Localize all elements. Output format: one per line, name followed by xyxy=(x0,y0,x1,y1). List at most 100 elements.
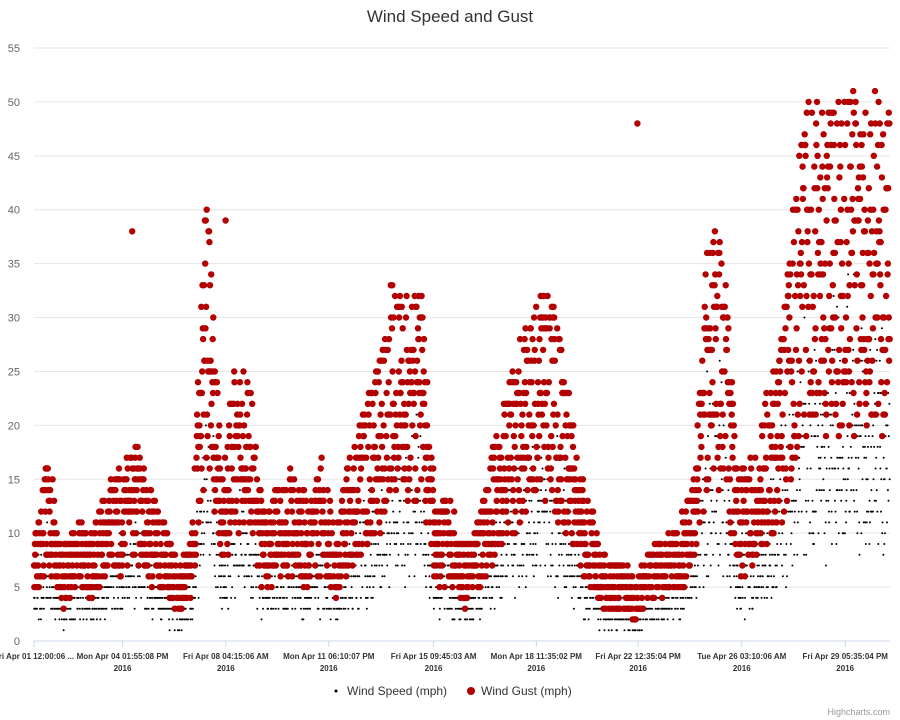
wind-speed-point xyxy=(795,499,797,502)
wind-gust-point xyxy=(133,508,141,515)
wind-speed-point xyxy=(351,607,354,610)
wind-gust-point xyxy=(743,519,750,526)
wind-speed-point xyxy=(565,586,568,589)
wind-gust-point xyxy=(789,260,796,267)
wind-speed-point xyxy=(86,607,89,610)
wind-gust-point xyxy=(856,195,864,203)
wind-gust-point xyxy=(551,314,558,321)
wind-speed-point xyxy=(73,596,76,599)
wind-speed-point xyxy=(543,478,546,481)
wind-speed-point xyxy=(863,445,866,448)
wind-speed-point xyxy=(712,553,715,556)
wind-gust-point xyxy=(837,163,844,170)
wind-speed-point xyxy=(718,359,721,362)
wind-gust-point xyxy=(355,497,362,504)
wind-gust-point xyxy=(778,519,786,526)
wind-gust-point xyxy=(252,443,259,451)
wind-speed-point xyxy=(36,607,38,610)
wind-speed-point xyxy=(150,607,153,610)
wind-gust-point xyxy=(811,163,818,170)
wind-gust-point xyxy=(105,530,113,537)
wind-gust-point xyxy=(91,530,99,537)
wind-gust-point xyxy=(807,379,814,386)
wind-speed-point xyxy=(781,575,784,578)
wind-speed-point xyxy=(760,586,763,589)
wind-gust-point xyxy=(365,443,372,451)
wind-speed-point xyxy=(427,532,430,535)
wind-gust-point xyxy=(244,486,252,494)
wind-gust-point xyxy=(788,357,795,364)
wind-gust-point xyxy=(378,443,386,451)
wind-gust-point xyxy=(862,109,869,116)
wind-speed-point xyxy=(798,478,801,481)
wind-gust-point xyxy=(233,497,240,504)
wind-gust-point xyxy=(284,540,291,548)
wind-speed-point xyxy=(796,370,799,373)
wind-speed-point xyxy=(834,467,837,470)
wind-speed-point xyxy=(423,564,426,567)
wind-gust-point xyxy=(879,432,886,440)
wind-gust-point xyxy=(54,573,62,580)
wind-gust-point xyxy=(515,486,523,494)
wind-speed-point xyxy=(849,445,852,448)
wind-speed-point xyxy=(517,575,520,578)
wind-speed-point xyxy=(210,543,213,545)
wind-speed-point xyxy=(48,586,51,589)
wind-speed-point xyxy=(769,564,772,567)
wind-gust-point xyxy=(225,551,232,558)
wind-speed-point xyxy=(464,618,467,621)
wind-speed-point xyxy=(778,532,780,535)
wind-speed-point xyxy=(763,596,766,599)
wind-gust-point xyxy=(540,379,548,386)
wind-speed-point xyxy=(219,586,222,589)
wind-speed-point xyxy=(725,521,728,524)
wind-speed-point xyxy=(797,510,800,513)
wind-gust-point xyxy=(843,379,850,386)
wind-speed-point xyxy=(733,564,736,567)
wind-gust-point xyxy=(417,411,424,418)
wind-speed-point xyxy=(715,499,718,502)
wind-speed-point xyxy=(871,510,874,513)
wind-gust-point xyxy=(485,486,492,494)
wind-gust-point xyxy=(543,389,551,397)
wind-gust-point xyxy=(752,454,759,461)
wind-gust-point xyxy=(171,551,179,558)
wind-gust-point xyxy=(511,443,518,451)
wind-gust-point xyxy=(874,260,881,267)
wind-speed-point xyxy=(446,607,449,610)
wind-speed-point xyxy=(721,489,724,492)
wind-speed-point xyxy=(381,575,384,578)
wind-gust-point xyxy=(510,432,517,440)
wind-gust-point xyxy=(798,238,806,246)
wind-gust-point xyxy=(644,594,651,602)
wind-gust-point xyxy=(428,454,435,461)
wind-speed-point xyxy=(820,489,823,492)
wind-gust-point xyxy=(187,594,194,602)
wind-speed-point xyxy=(718,424,721,427)
wind-gust-point xyxy=(847,98,854,106)
wind-gust-point xyxy=(718,260,725,267)
wind-gust-point xyxy=(429,497,436,504)
wind-speed-point xyxy=(114,607,117,610)
wind-speed-point xyxy=(883,478,886,481)
wind-speed-point xyxy=(741,596,744,599)
wind-speed-point xyxy=(242,564,245,567)
wind-gust-point xyxy=(502,432,509,440)
wind-gust-point xyxy=(419,314,426,321)
wind-gust-point xyxy=(369,400,376,407)
wind-gust-point xyxy=(802,346,810,354)
wind-gust-point xyxy=(172,562,179,569)
wind-gust-point xyxy=(450,530,458,537)
wind-gust-point xyxy=(298,530,305,537)
wind-gust-point xyxy=(803,292,810,300)
wind-speed-point xyxy=(323,607,326,610)
wind-gust-point xyxy=(861,346,868,354)
wind-speed-point xyxy=(223,586,226,589)
wind-speed-point xyxy=(356,575,359,578)
wind-speed-point xyxy=(532,553,535,556)
wind-gust-point xyxy=(522,400,529,407)
wind-speed-point xyxy=(690,575,693,578)
wind-gust-point xyxy=(78,519,85,526)
wind-gust-point xyxy=(728,411,735,418)
wind-speed-point xyxy=(495,521,498,524)
